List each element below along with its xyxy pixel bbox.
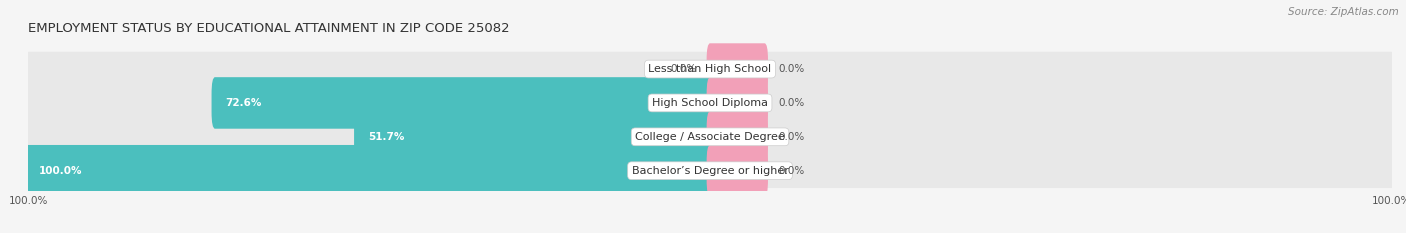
FancyBboxPatch shape xyxy=(211,77,713,129)
FancyBboxPatch shape xyxy=(28,86,1392,120)
FancyBboxPatch shape xyxy=(28,154,1392,188)
Text: 0.0%: 0.0% xyxy=(779,132,804,142)
Text: EMPLOYMENT STATUS BY EDUCATIONAL ATTAINMENT IN ZIP CODE 25082: EMPLOYMENT STATUS BY EDUCATIONAL ATTAINM… xyxy=(28,22,510,35)
Text: 0.0%: 0.0% xyxy=(671,64,696,74)
FancyBboxPatch shape xyxy=(28,120,1392,154)
Text: 51.7%: 51.7% xyxy=(368,132,404,142)
FancyBboxPatch shape xyxy=(354,111,713,163)
Text: 0.0%: 0.0% xyxy=(779,166,804,176)
Text: 0.0%: 0.0% xyxy=(779,64,804,74)
FancyBboxPatch shape xyxy=(28,52,1392,86)
Text: 0.0%: 0.0% xyxy=(779,98,804,108)
FancyBboxPatch shape xyxy=(707,77,768,129)
Text: Source: ZipAtlas.com: Source: ZipAtlas.com xyxy=(1288,7,1399,17)
Text: High School Diploma: High School Diploma xyxy=(652,98,768,108)
Text: College / Associate Degree: College / Associate Degree xyxy=(636,132,785,142)
FancyBboxPatch shape xyxy=(707,145,768,196)
FancyBboxPatch shape xyxy=(707,43,768,95)
Text: Bachelor’s Degree or higher: Bachelor’s Degree or higher xyxy=(631,166,789,176)
FancyBboxPatch shape xyxy=(707,111,768,163)
FancyBboxPatch shape xyxy=(25,145,713,196)
Text: Less than High School: Less than High School xyxy=(648,64,772,74)
Text: 72.6%: 72.6% xyxy=(225,98,262,108)
Text: 100.0%: 100.0% xyxy=(38,166,82,176)
